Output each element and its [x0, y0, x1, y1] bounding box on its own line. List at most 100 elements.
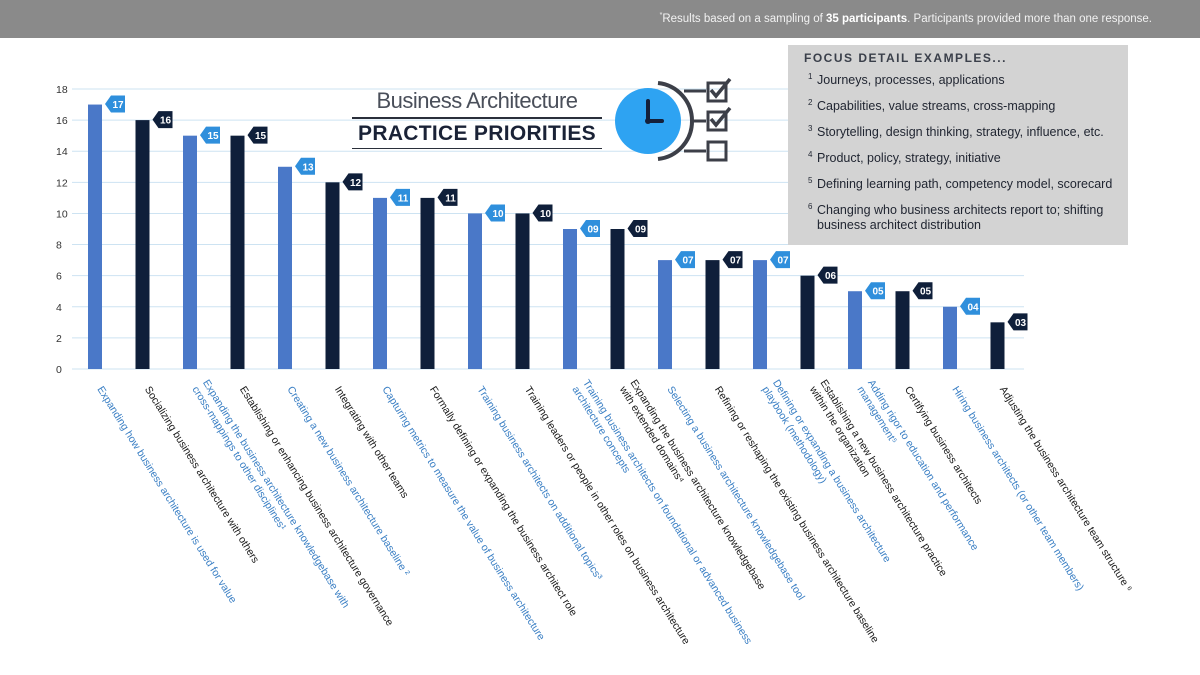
title-divider — [352, 117, 602, 119]
focus-item: 4 Product, policy, strategy, initiative — [804, 150, 1114, 166]
title-underline — [352, 147, 602, 149]
focus-item-number: 1 — [808, 72, 813, 81]
value-tag — [200, 126, 220, 144]
focus-item: 3 Storytelling, design thinking, strategy… — [804, 124, 1114, 140]
focus-item: 1 Journeys, processes, applications — [804, 72, 1114, 88]
value-tag — [627, 220, 648, 237]
value-label: 10 — [540, 209, 552, 220]
category-label-line: cross-mappings to other disciplines¹ — [189, 384, 288, 533]
value-tag — [532, 204, 553, 222]
focus-item-number: 5 — [808, 176, 813, 185]
bar — [705, 260, 720, 369]
clock-checklist-graphic — [615, 77, 732, 162]
value-tag — [675, 251, 695, 269]
value-label: 04 — [967, 302, 979, 313]
note-prefix: Results based on a sampling of — [662, 12, 826, 25]
top-banner: *Results based on a sampling of 35 parti… — [0, 0, 1200, 38]
bar — [278, 166, 292, 369]
bar — [658, 260, 672, 369]
y-tick-label: 10 — [56, 208, 68, 220]
sampling-note: *Results based on a sampling of 35 parti… — [660, 12, 1152, 25]
y-tick-label: 4 — [56, 302, 62, 314]
bar — [515, 213, 530, 369]
value-label: 12 — [350, 178, 362, 189]
clock-icon — [615, 81, 695, 161]
value-tag — [817, 266, 838, 284]
note-suffix: . Participants provided more than one re… — [907, 12, 1152, 25]
value-label: 07 — [682, 256, 694, 267]
value-label: 09 — [635, 225, 647, 236]
checked-box-icon — [706, 81, 728, 103]
focus-item-text: Journeys, processes, applications — [817, 73, 1005, 87]
focus-item-number: 4 — [808, 150, 813, 159]
chart-title: Business Architecture PRACTICE PRIORITIE… — [352, 88, 602, 149]
value-tag — [485, 204, 505, 222]
title-line-2: PRACTICE PRIORITIES — [358, 121, 596, 145]
bar — [943, 306, 957, 369]
value-label: 13 — [302, 162, 314, 173]
value-label: 11 — [398, 193, 409, 204]
bar — [135, 120, 150, 369]
focus-item: 6 Changing who business architects report… — [804, 202, 1114, 233]
focus-item: 2 Capabilities, value streams, cross-mapp… — [804, 98, 1114, 114]
checked-box-icon — [706, 110, 728, 132]
y-tick-label: 8 — [56, 240, 62, 252]
value-label: 06 — [825, 271, 837, 282]
y-tick-label: 14 — [56, 146, 68, 158]
value-tag — [342, 173, 363, 191]
note-asterisk: * — [659, 12, 663, 19]
y-tick-label: 16 — [56, 115, 68, 127]
bar — [563, 229, 577, 369]
bar — [373, 197, 387, 369]
y-tick-label: 2 — [56, 333, 62, 345]
value-tag — [247, 126, 268, 144]
focus-item: 5 Defining learning path, competency mode… — [804, 176, 1114, 192]
value-label: 07 — [730, 256, 742, 267]
focus-item-text: Defining learning path, competency model… — [817, 177, 1113, 191]
value-label: 10 — [492, 209, 504, 220]
value-label: 05 — [872, 287, 884, 298]
value-label: 07 — [777, 256, 789, 267]
value-tag — [770, 251, 790, 269]
bar — [848, 291, 862, 369]
focus-item-number: 2 — [808, 98, 813, 107]
value-tag — [152, 111, 173, 129]
value-label: 03 — [1015, 318, 1027, 329]
bar — [610, 229, 625, 369]
value-label: 09 — [587, 225, 599, 236]
bar — [230, 135, 245, 369]
value-tag — [437, 188, 458, 206]
focus-item-text: Product, policy, strategy, initiative — [817, 151, 1001, 165]
checklist-icon — [684, 77, 732, 162]
note-participants: 35 participants — [825, 12, 908, 25]
y-tick-label: 6 — [56, 271, 62, 283]
empty-box-icon — [706, 140, 728, 162]
value-tag — [722, 251, 743, 269]
focus-detail-box: FOCUS DETAIL EXAMPLES... 1 Journeys, proc… — [788, 45, 1128, 245]
bar — [753, 260, 767, 369]
focus-item-number: 3 — [808, 124, 813, 133]
focus-item-number: 6 — [808, 202, 813, 211]
value-label: 15 — [255, 131, 267, 142]
value-tag — [105, 95, 125, 113]
bar — [800, 275, 815, 369]
y-tick-label: 0 — [56, 364, 62, 376]
bar — [420, 197, 435, 369]
bar — [990, 322, 1005, 369]
value-label: 05 — [920, 287, 932, 298]
y-tick-label: 18 — [56, 84, 68, 96]
category-label-line: Capturing metrics to measure the value o… — [379, 384, 547, 642]
value-tag — [295, 157, 315, 175]
value-tag — [912, 282, 933, 300]
value-label: 11 — [445, 193, 456, 204]
bar — [183, 135, 197, 369]
focus-item-text: Capabilities, value streams, cross-mappi… — [817, 99, 1056, 113]
value-tag — [865, 282, 885, 300]
bar — [895, 291, 910, 369]
value-label: 17 — [112, 100, 124, 111]
bar — [468, 213, 482, 369]
value-tag — [580, 220, 600, 237]
focus-item-text: Changing who business architects report … — [817, 203, 1104, 232]
y-tick-label: 12 — [56, 177, 68, 189]
